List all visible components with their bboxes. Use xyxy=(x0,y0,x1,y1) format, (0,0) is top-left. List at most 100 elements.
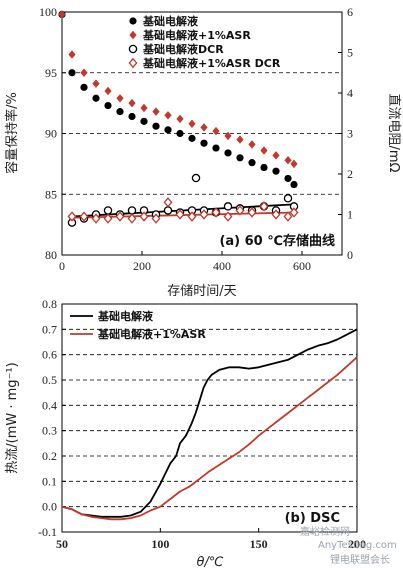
x-tick-label: 200 xyxy=(133,259,151,273)
panel-a-y-right-ticks: 0 1 2 3 4 5 6 xyxy=(338,5,353,262)
panel-a-label: (a) 60 ℃存储曲线 xyxy=(219,233,335,249)
panel-a-y-left-ticks: 80 85 90 95 100 xyxy=(39,5,66,262)
series-2-point xyxy=(191,173,201,183)
legend-label-2: 基础电解液DCR xyxy=(142,42,224,56)
series-2-point xyxy=(283,194,293,203)
y-tick-label: 0.6 xyxy=(42,348,57,362)
series-3-point xyxy=(259,201,269,212)
panel-a-storage-chart: 0 200 400 600 80 85 90 95 100 0 1 2 3 4 5 6 基础电解液基础电解… xyxy=(4,5,401,299)
series-0-point xyxy=(116,108,124,116)
series-1-point xyxy=(104,86,112,96)
series-3-point xyxy=(103,213,113,224)
series-1-point xyxy=(176,114,184,124)
panel-b-x-axis-title: θ/℃ xyxy=(197,555,224,570)
panel-b-y-ticks: -0.1 0.0 0.1 0.2 0.3 0.4 0.5 0.6 0.7 0.8 xyxy=(38,297,66,539)
legend-label-3: 基础电解液+1%ASR DCR xyxy=(142,56,281,70)
x-tick-label: 150 xyxy=(250,537,268,551)
series-3-point xyxy=(211,207,221,218)
x-tick-label: 600 xyxy=(293,259,311,273)
series-1-point xyxy=(58,10,66,19)
legend-marker-3 xyxy=(128,57,138,69)
series-0-point xyxy=(176,129,184,138)
series-3-point xyxy=(127,213,137,224)
series-1-point xyxy=(200,123,208,132)
series-0-point xyxy=(248,159,256,167)
series-1-point xyxy=(236,135,244,144)
legend-marker-0 xyxy=(129,17,137,25)
series-1-point xyxy=(140,103,148,113)
panel-a-marks xyxy=(58,10,299,227)
y-tick-label: 0.3 xyxy=(42,424,57,438)
series-0-point xyxy=(128,112,136,121)
x-tick-label: 100 xyxy=(151,537,169,551)
series-2-point xyxy=(223,202,233,211)
panel-b-y-title: 热流/(mW · mg⁻¹) xyxy=(5,362,20,473)
series-1-point xyxy=(260,146,268,155)
series-0-point xyxy=(80,83,88,91)
legend-label-0: 基础电解液 xyxy=(97,309,154,323)
series-0-point xyxy=(236,154,244,162)
series-1-point xyxy=(92,79,100,88)
series-1-point xyxy=(224,131,232,141)
series-line-0 xyxy=(61,328,358,518)
series-0-point xyxy=(260,163,268,172)
panel-b-label: (b) DSC xyxy=(285,511,340,526)
x-tick-label: 50 xyxy=(56,537,68,551)
y-tick-label: 0.8 xyxy=(42,297,57,311)
series-0-point xyxy=(200,139,208,147)
x-tick-label: 0 xyxy=(59,259,65,273)
series-3-point xyxy=(79,211,89,222)
panel-a-x-axis-title: 存储时间/天 xyxy=(167,284,236,299)
series-1-point xyxy=(284,156,292,165)
series-0-point xyxy=(104,101,112,110)
panel-a-x-ticks: 0 200 400 600 xyxy=(59,251,311,273)
legend-label-1: 基础电解液+1%ASR xyxy=(97,327,206,341)
series-1-point xyxy=(116,94,124,103)
panel-b-x-ticks: 50 100 150 200 xyxy=(56,528,366,551)
y-left-tick-label: 80 xyxy=(45,248,57,262)
series-3-point xyxy=(91,213,101,224)
y-right-tick-label: 2 xyxy=(347,167,353,181)
series-3-point xyxy=(235,205,245,216)
watermark-sub: AnyTesting.com xyxy=(318,540,397,551)
series-1-point xyxy=(152,107,160,116)
series-3-point xyxy=(199,209,209,220)
y-left-tick-label: 95 xyxy=(45,66,57,80)
x-tick-label: 400 xyxy=(213,259,231,273)
series-3-point xyxy=(151,213,161,224)
series-2-point xyxy=(163,206,173,215)
y-left-tick-label: 90 xyxy=(45,127,57,141)
series-1-point xyxy=(68,50,76,59)
series-0-point xyxy=(164,126,172,134)
panel-b-frame xyxy=(61,303,358,533)
y-right-tick-label: 3 xyxy=(347,127,353,141)
series-3-point xyxy=(175,209,185,220)
y-tick-label: 0.2 xyxy=(42,449,57,463)
series-0-point xyxy=(212,144,220,152)
series-3 xyxy=(67,197,299,224)
series-3-point xyxy=(271,209,281,220)
series-2-point xyxy=(127,206,137,215)
y-left-tick-label: 100 xyxy=(39,5,57,19)
series-1-point xyxy=(188,119,196,128)
series-1-point xyxy=(290,159,298,169)
y-right-tick-label: 4 xyxy=(347,86,353,100)
series-0-point xyxy=(152,122,160,130)
y-tick-label: -0.1 xyxy=(38,525,57,539)
series-1-point xyxy=(164,111,172,120)
series-1 xyxy=(58,10,298,169)
series-3-point xyxy=(139,211,149,222)
y-tick-label: 0.4 xyxy=(42,398,57,412)
series-0-point xyxy=(224,149,232,157)
legend-marker-1 xyxy=(129,30,137,40)
credit: 锂电联盟会长 xyxy=(330,553,390,566)
y-tick-label: 0.7 xyxy=(42,322,57,336)
legend-label-1: 基础电解液+1%ASR xyxy=(142,28,251,42)
series-1-point xyxy=(272,151,280,160)
y-tick-label: 0.5 xyxy=(42,373,57,387)
series-1-point xyxy=(212,126,220,136)
panel-b-dsc-chart: 50 100 150 200 -0.1 0.0 0.1 0.2 0.3 0.4 0.5 0.6 0.7… xyxy=(5,297,366,570)
